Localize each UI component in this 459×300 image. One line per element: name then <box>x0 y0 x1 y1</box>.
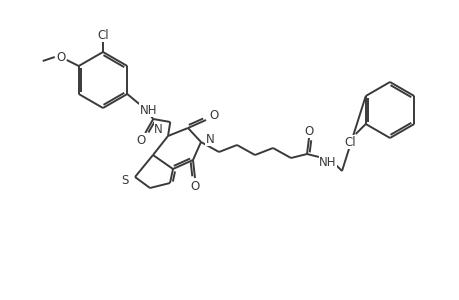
Text: Cl: Cl <box>97 28 109 41</box>
Text: Cl: Cl <box>343 136 355 148</box>
Text: O: O <box>190 179 199 193</box>
Text: NH: NH <box>319 155 336 169</box>
Text: O: O <box>136 134 146 146</box>
Text: N: N <box>154 122 162 136</box>
Text: S: S <box>121 175 129 188</box>
Text: O: O <box>56 50 65 64</box>
Text: NH: NH <box>139 103 157 116</box>
Text: N: N <box>206 133 214 146</box>
Text: O: O <box>304 124 313 137</box>
Text: O: O <box>209 109 218 122</box>
